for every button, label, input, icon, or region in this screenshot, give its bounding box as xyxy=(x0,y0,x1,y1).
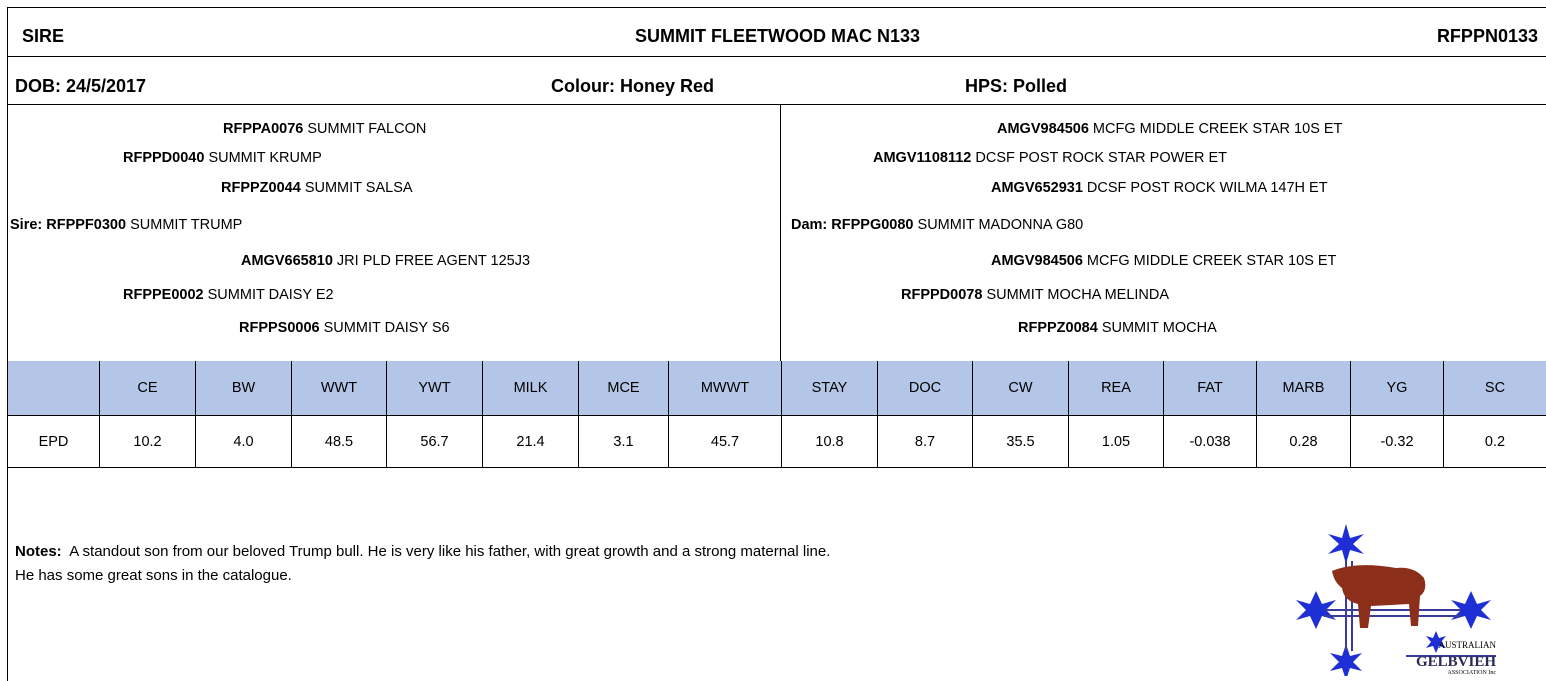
notes-text: A standout son from our beloved Trump bu… xyxy=(69,543,831,560)
pedigree-name: MCFG MIDDLE CREEK STAR 10S ET xyxy=(1086,253,1337,269)
column-header: WWT xyxy=(292,361,387,416)
notes-label: Notes: xyxy=(15,543,62,560)
pedigree-entry: RFPPD0040 SUMMIT KRUMP xyxy=(123,150,322,166)
column-header: MWWT xyxy=(669,361,782,416)
column-header: REA xyxy=(1069,361,1164,416)
catalogue-entry: SIRE SUMMIT FLEETWOOD MAC N133 RFPPN0133… xyxy=(7,7,1546,681)
column-header: MILK xyxy=(483,361,579,416)
pedigree-name: SUMMIT MADONNA G80 xyxy=(917,217,1084,233)
pedigree-name: SUMMIT KRUMP xyxy=(208,150,322,166)
logo-frame xyxy=(1324,561,1496,657)
pedigree-name: SUMMIT TRUMP xyxy=(130,217,243,233)
pedigree-id: AMGV984506 xyxy=(991,253,1083,269)
animal-name: SUMMIT FLEETWOOD MAC N133 xyxy=(634,26,920,46)
pedigree-name: JRI PLD FREE AGENT 125J3 xyxy=(336,253,531,269)
epd-value: 10.2 xyxy=(100,416,196,468)
epd-value: 48.5 xyxy=(292,416,387,468)
pedigree-entry: Dam: RFPPG0080 SUMMIT MADONNA G80 xyxy=(791,217,1083,233)
colour: Colour: Honey Red xyxy=(551,76,715,96)
pedigree-id: Dam: RFPPG0080 xyxy=(791,217,914,233)
pedigree-name: SUMMIT SALSA xyxy=(304,180,413,196)
pedigree-entry: AMGV652931 DCSF POST ROCK WILMA 147H ET xyxy=(991,180,1328,196)
column-header: MARB xyxy=(1257,361,1351,416)
row-label: EPD xyxy=(8,416,100,468)
pedigree-entry: AMGV984506 MCFG MIDDLE CREEK STAR 10S ET xyxy=(991,253,1336,269)
epd-value: 45.7 xyxy=(669,416,782,468)
column-header: YG xyxy=(1351,361,1444,416)
column-header: SC xyxy=(1444,361,1546,416)
pedigree-name: SUMMIT FALCON xyxy=(307,121,427,137)
notes: Notes: A standout son from our beloved T… xyxy=(15,540,1295,588)
logo-text: ASSOCIATION Inc xyxy=(1448,670,1497,676)
pedigree-id: AMGV984506 xyxy=(997,121,1089,137)
notes-line: He has some great sons in the catalogue. xyxy=(15,567,292,584)
header-label: SIRE xyxy=(22,26,65,46)
column-header: STAY xyxy=(782,361,878,416)
pedigree-entry: RFPPA0076 SUMMIT FALCON xyxy=(223,121,426,137)
epd-value: 21.4 xyxy=(483,416,579,468)
pedigree-name: SUMMIT DAISY E2 xyxy=(207,287,334,303)
pedigree-name: SUMMIT MOCHA MELINDA xyxy=(986,287,1170,303)
notes-line: Notes: A standout son from our beloved T… xyxy=(15,540,1295,564)
column-header: DOC xyxy=(878,361,973,416)
logo-bull xyxy=(1332,565,1426,628)
pedigree-entry: RFPPD0078 SUMMIT MOCHA MELINDA xyxy=(901,287,1169,303)
pedigree-id: AMGV652931 xyxy=(991,180,1083,196)
pedigree-entry: RFPPS0006 SUMMIT DAISY S6 xyxy=(239,320,450,336)
dob: DOB: 24/5/2017 xyxy=(15,76,147,96)
pedigree-entry: AMGV1108112 DCSF POST ROCK STAR POWER ET xyxy=(873,150,1227,166)
logo-stars xyxy=(1296,524,1491,676)
pedigree-id: AMGV1108112 xyxy=(873,150,972,166)
column-header: FAT xyxy=(1164,361,1257,416)
pedigree-id: AMGV665810 xyxy=(241,253,333,269)
pedigree-entry: RFPPZ0084 SUMMIT MOCHA xyxy=(1018,320,1217,336)
header-cell xyxy=(8,361,100,416)
pedigree-id: Sire: RFPPF0300 xyxy=(10,217,127,233)
pedigree-id: RFPPS0006 xyxy=(239,320,320,336)
pedigree-name: SUMMIT MOCHA xyxy=(1101,320,1217,336)
epd-value: 35.5 xyxy=(973,416,1069,468)
association-logo: AUSTRALIAN GELBVIEH ASSOCIATION Inc xyxy=(1296,524,1497,676)
epd-value: 0.2 xyxy=(1444,416,1546,468)
pedigree-name: SUMMIT DAISY S6 xyxy=(323,320,450,336)
pedigree-id: RFPPZ0084 xyxy=(1018,320,1098,336)
pedigree-name: MCFG MIDDLE CREEK STAR 10S ET xyxy=(1092,121,1343,137)
epd-value: -0.038 xyxy=(1164,416,1257,468)
column-header: YWT xyxy=(387,361,483,416)
hps: HPS: Polled xyxy=(965,76,1068,96)
pedigree-name: DCSF POST ROCK STAR POWER ET xyxy=(975,150,1228,166)
divider xyxy=(8,104,1546,105)
logo-text: AUSTRALIAN xyxy=(1439,640,1497,650)
animal-id: RFPPN0133 xyxy=(1436,26,1538,46)
pedigree-entry: RFPPE0002 SUMMIT DAISY E2 xyxy=(123,287,334,303)
epd-value: 4.0 xyxy=(196,416,292,468)
column-header: CW xyxy=(973,361,1069,416)
pedigree-entry: Sire: RFPPF0300 SUMMIT TRUMP xyxy=(10,217,242,233)
epd-value: 0.28 xyxy=(1257,416,1351,468)
epd-value: 56.7 xyxy=(387,416,483,468)
epd-value: 1.05 xyxy=(1069,416,1164,468)
pedigree-entry: AMGV665810 JRI PLD FREE AGENT 125J3 xyxy=(241,253,530,269)
pedigree-id: RFPPZ0044 xyxy=(221,180,301,196)
pedigree-entry: AMGV984506 MCFG MIDDLE CREEK STAR 10S ET xyxy=(997,121,1342,137)
column-header: CE xyxy=(100,361,196,416)
pedigree-entry: RFPPZ0044 SUMMIT SALSA xyxy=(221,180,413,196)
column-header: BW xyxy=(196,361,292,416)
column-header: MCE xyxy=(579,361,669,416)
pedigree-id: RFPPA0076 xyxy=(223,121,304,137)
pedigree-name: DCSF POST ROCK WILMA 147H ET xyxy=(1086,180,1328,196)
pedigree-id: RFPPD0040 xyxy=(123,150,205,166)
epd-value: -0.32 xyxy=(1351,416,1444,468)
pedigree-divider xyxy=(780,104,781,361)
epd-value: 3.1 xyxy=(579,416,669,468)
logo-text: GELBVIEH xyxy=(1416,654,1496,670)
pedigree-id: RFPPD0078 xyxy=(901,287,983,303)
divider xyxy=(8,56,1546,57)
epd-value: 8.7 xyxy=(878,416,973,468)
epd-value: 10.8 xyxy=(782,416,878,468)
pedigree-id: RFPPE0002 xyxy=(123,287,204,303)
